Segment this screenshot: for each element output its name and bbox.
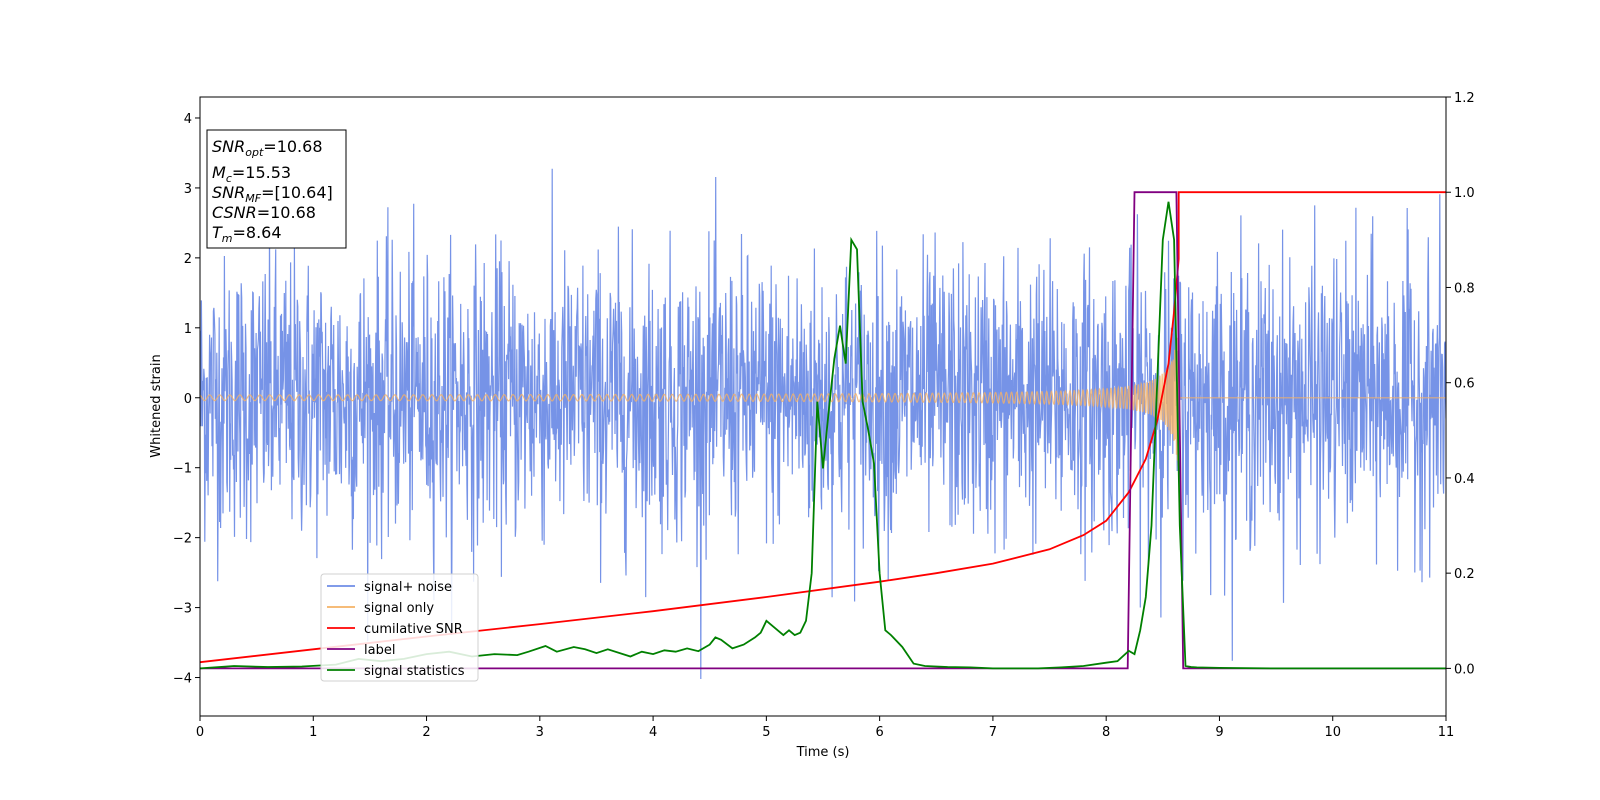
x-tick-label: 6: [875, 725, 883, 740]
y2-tick-label: 0.2: [1454, 567, 1475, 582]
info-tm: Tm=8.64: [212, 223, 282, 245]
y2-tick-label: 0.0: [1454, 662, 1475, 677]
info-csnr-value: =10.68: [257, 203, 316, 222]
y2-tick-label: 1.0: [1454, 186, 1475, 201]
legend: signal+ noise signal only cumilative SNR la…: [320, 573, 479, 682]
y-tick-label: 1: [184, 322, 192, 337]
y-tick-label: −2: [173, 532, 192, 547]
legend-frame: [320, 573, 479, 682]
info-mc-value: =15.53: [232, 163, 291, 182]
series-signal-statistics-line: [200, 201, 1446, 670]
y-tick-label: 4: [184, 112, 192, 127]
y-tick-label: −4: [173, 672, 192, 687]
series-signal-noise-line: [200, 168, 1446, 680]
x-tick-label: 8: [1102, 725, 1110, 740]
x-tick-label: 0: [196, 725, 204, 740]
x-tick-label: 11: [1438, 725, 1455, 740]
info-csnr: CSNR=10.68: [212, 203, 316, 222]
x-tick-label: 2: [422, 725, 430, 740]
y2-tick-label: 1.2: [1454, 91, 1475, 106]
info-csnr-label: CSNR: [212, 203, 257, 222]
info-mc: Mc=15.53: [212, 163, 291, 185]
y2-tick-label: 0.6: [1454, 377, 1475, 392]
x-tick-label: 10: [1324, 725, 1341, 740]
info-box: SNRopt=10.68 Mc=15.53 SNRMF=[10.64] CSNR…: [206, 129, 347, 249]
series-signal-only-line: [200, 324, 1446, 467]
info-box-frame: [206, 129, 347, 249]
info-snr-mf-value: =[10.64]: [261, 183, 333, 202]
info-snr-opt-value: =10.68: [263, 137, 322, 156]
plot-frame: [199, 96, 1447, 717]
y-tick-label: 2: [184, 252, 192, 267]
y-tick-label: −1: [173, 462, 192, 477]
x-tick-label: 9: [1215, 725, 1223, 740]
plot-area: [200, 168, 1446, 680]
y-axis-label: Whitened strain: [149, 354, 164, 457]
y-tick-label: 0: [184, 392, 192, 407]
y-tick-label: −3: [173, 602, 192, 617]
x-axis-label: Time (s): [796, 745, 850, 760]
y2-tick-label: 0.8: [1454, 281, 1475, 296]
legend-signal-only-label: signal only: [364, 601, 434, 616]
info-snr-mf: SNRMF=[10.64]: [212, 183, 333, 205]
info-snr-opt: SNRopt=10.68: [212, 137, 323, 159]
legend-signal-statistics-label: signal statistics: [364, 664, 465, 679]
legend-signal-noise-label: signal+ noise: [364, 580, 452, 595]
y-axis-left: 4 3 2 1 0 −1 −2 −3 −4: [173, 112, 200, 687]
x-tick-label: 3: [536, 725, 544, 740]
x-tick-label: 4: [649, 725, 657, 740]
legend-cumulative-snr-label: cumilative SNR: [364, 622, 463, 637]
y-axis-right: 1.2 1.0 0.8 0.6 0.4 0.2 0.0: [1446, 91, 1475, 677]
y2-tick-label: 0.4: [1454, 472, 1475, 487]
info-tm-value: =8.64: [233, 223, 282, 242]
series-cumulative-snr-line: [200, 191, 1446, 664]
y-tick-label: 3: [184, 182, 192, 197]
x-tick-label: 5: [762, 725, 770, 740]
x-tick-label: 1: [309, 725, 317, 740]
x-tick-label: 7: [989, 725, 997, 740]
legend-label-label: label: [364, 643, 395, 658]
x-axis: 0 1 2 3 4 5 6 7 8 9 10 11: [196, 716, 1454, 740]
